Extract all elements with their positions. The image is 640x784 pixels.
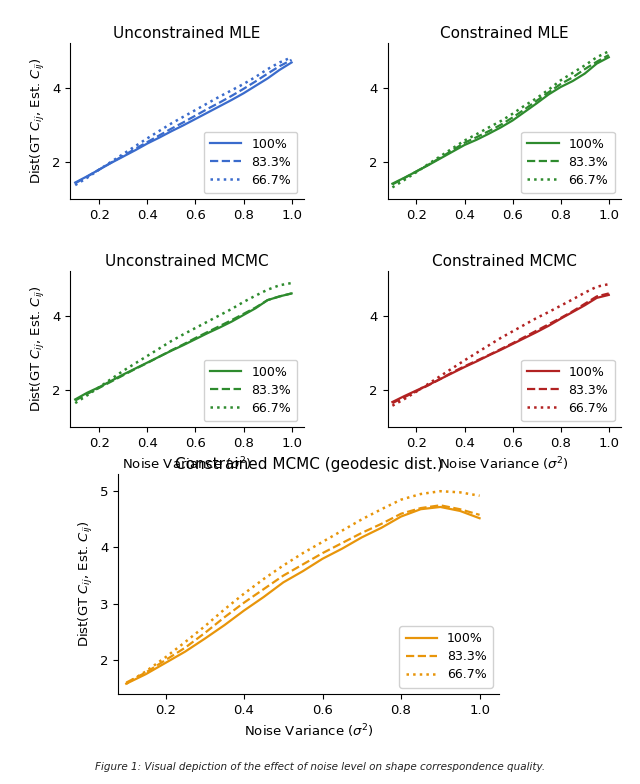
Title: Constrained MCMC: Constrained MCMC bbox=[432, 253, 577, 269]
X-axis label: Noise Variance ($\sigma^2$): Noise Variance ($\sigma^2$) bbox=[439, 456, 569, 474]
Title: Unconstrained MCMC: Unconstrained MCMC bbox=[105, 253, 269, 269]
Legend: 100%, 83.3%, 66.7%: 100%, 83.3%, 66.7% bbox=[521, 132, 614, 193]
Legend: 100%, 83.3%, 66.7%: 100%, 83.3%, 66.7% bbox=[204, 360, 298, 421]
X-axis label: Noise Variance ($\sigma^2$): Noise Variance ($\sigma^2$) bbox=[244, 722, 374, 740]
Y-axis label: Dist(GT $C_{ij}$, Est. $C_{ij}$): Dist(GT $C_{ij}$, Est. $C_{ij}$) bbox=[29, 286, 47, 412]
Legend: 100%, 83.3%, 66.7%: 100%, 83.3%, 66.7% bbox=[521, 360, 614, 421]
X-axis label: Noise Variance ($\sigma^2$): Noise Variance ($\sigma^2$) bbox=[122, 456, 252, 474]
Legend: 100%, 83.3%, 66.7%: 100%, 83.3%, 66.7% bbox=[399, 626, 493, 688]
Y-axis label: Dist(GT $C_{ij}$, Est. $C_{ij}$): Dist(GT $C_{ij}$, Est. $C_{ij}$) bbox=[77, 521, 95, 648]
Y-axis label: Dist(GT $C_{ij}$, Est. $C_{ij}$): Dist(GT $C_{ij}$, Est. $C_{ij}$) bbox=[29, 58, 47, 184]
Text: Figure 1: Visual depiction of the effect of noise level on shape correspondence : Figure 1: Visual depiction of the effect… bbox=[95, 762, 545, 772]
Title: Unconstrained MLE: Unconstrained MLE bbox=[113, 26, 260, 41]
Title: Constrained MLE: Constrained MLE bbox=[440, 26, 568, 41]
Title: Constrained MCMC (geodesic dist.): Constrained MCMC (geodesic dist.) bbox=[175, 457, 443, 472]
Legend: 100%, 83.3%, 66.7%: 100%, 83.3%, 66.7% bbox=[204, 132, 298, 193]
